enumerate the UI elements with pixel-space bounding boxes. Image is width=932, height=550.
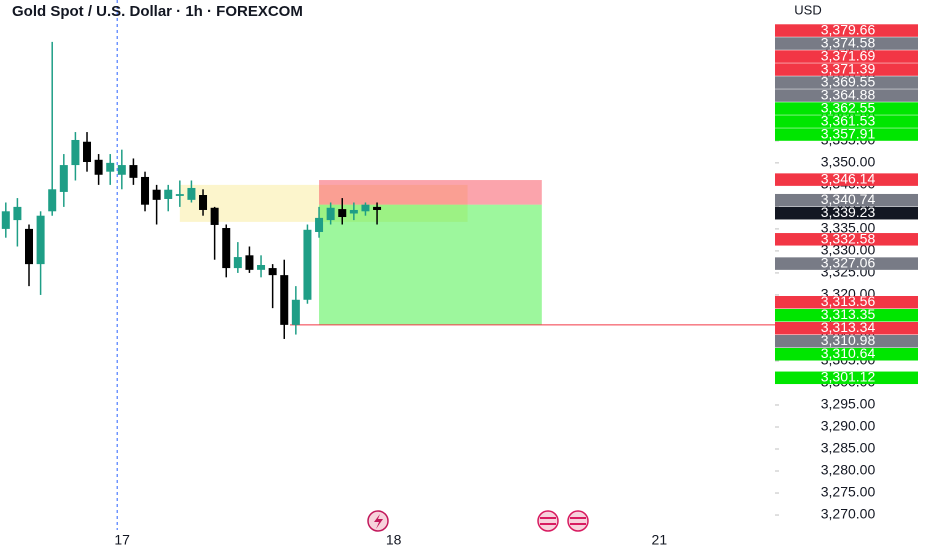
zone [319, 180, 542, 205]
y-tick-label: 3,290.00 [821, 418, 876, 434]
candle-body [36, 215, 45, 265]
price-tag-label: 3,310.98 [821, 332, 876, 348]
candle-body [71, 139, 80, 166]
candle-body [152, 189, 161, 200]
candle-body [25, 228, 34, 265]
event-icon[interactable] [567, 510, 589, 532]
y-tick-label: 3,270.00 [821, 506, 876, 522]
candle-body [94, 159, 103, 175]
price-tag [775, 257, 918, 270]
chart-title: Gold Spot / U.S. Dollar · 1h · FOREXCOM [12, 3, 303, 20]
y-tick-label: 3,280.00 [821, 462, 876, 478]
price-tag-label: 3,313.35 [821, 306, 876, 322]
candle-body [280, 275, 289, 325]
price-tag [775, 233, 918, 246]
price-tag-label: 3,310.64 [821, 345, 876, 361]
price-tag [775, 335, 918, 348]
x-tick-label: 17 [114, 532, 130, 548]
price-tag [775, 193, 918, 207]
price-tag-label: 3,301.12 [821, 369, 876, 385]
event-icons [367, 510, 589, 532]
x-tick-label: 21 [652, 532, 668, 548]
price-tag [775, 63, 918, 76]
price-tag-label: 3,369.55 [821, 73, 876, 89]
price-tag [775, 348, 918, 361]
price-tag [775, 309, 918, 322]
currency-label: USD [794, 2, 821, 17]
price-tag [775, 173, 918, 186]
price-tag-label: 3,340.74 [821, 191, 876, 207]
x-tick-label: 18 [386, 532, 402, 548]
price-tag-label: 3,332.58 [821, 230, 876, 246]
candle-body [48, 189, 57, 212]
candle-body [199, 195, 208, 210]
candle-body [303, 229, 312, 300]
candle-body [268, 268, 277, 276]
price-tag [775, 115, 918, 128]
candle-body [222, 228, 231, 269]
price-tag-label: 3,371.39 [821, 60, 876, 76]
price-tag [775, 102, 918, 115]
price-tag [775, 128, 918, 141]
price-tag-label: 3,379.66 [821, 21, 876, 37]
candle-body [361, 204, 370, 212]
candle-body [187, 187, 196, 200]
candle-body [373, 206, 382, 210]
candle-body [349, 209, 358, 214]
price-tag [775, 50, 918, 63]
price-tag-label: 3,361.53 [821, 112, 876, 128]
candle-body [210, 207, 219, 225]
y-tick-label: 3,335.00 [821, 220, 876, 236]
price-tag-label: 3,357.91 [821, 125, 876, 141]
candle-body [291, 299, 300, 325]
zone [319, 204, 542, 325]
candle-body [1, 211, 10, 229]
price-tag-label: 3,371.69 [821, 47, 876, 63]
price-scale: 3,270.00 3,275.00 3,280.00 3,285.00 3,290.00… [775, 21, 918, 522]
price-tag-label: 3,339.23 [821, 204, 876, 220]
price-tag-label: 3,374.58 [821, 34, 876, 50]
event-icon-bolt [374, 514, 383, 529]
price-tag [775, 206, 918, 220]
y-tick-label: 3,285.00 [821, 440, 876, 456]
candle-body [257, 265, 266, 270]
price-tag-label: 3,364.88 [821, 86, 876, 102]
candle-body [338, 209, 347, 218]
candle-body [129, 165, 138, 178]
candle-body [117, 165, 126, 175]
candle-body [326, 207, 335, 221]
candle-body [315, 217, 324, 232]
price-tag [775, 322, 918, 335]
price-tag [775, 37, 918, 50]
candle-body [245, 255, 254, 270]
price-tag [775, 76, 918, 89]
event-icon[interactable] [537, 510, 559, 532]
price-tag [775, 371, 918, 385]
y-tick-label: 3,295.00 [821, 396, 876, 412]
candle-body [141, 176, 150, 205]
y-tick-label: 3,330.00 [821, 242, 876, 258]
plot-area: 17 18 21 [1, 0, 775, 548]
y-tick-label: 3,350.00 [821, 154, 876, 170]
price-tag-label: 3,327.06 [821, 255, 876, 271]
candle-body [59, 165, 68, 192]
y-tick-label: 3,275.00 [821, 484, 876, 500]
price-tag [775, 24, 918, 37]
candle-body [83, 141, 92, 162]
price-tag-label: 3,313.34 [821, 319, 876, 335]
candle-body [233, 257, 242, 269]
price-tag [775, 296, 918, 309]
candle-body [175, 194, 184, 196]
price-tag-label: 3,346.14 [821, 171, 876, 187]
price-tag-label: 3,313.56 [821, 293, 876, 309]
candle-body [106, 162, 115, 172]
candle-body [13, 206, 22, 221]
price-tag [775, 89, 918, 102]
price-tag-label: 3,362.55 [821, 99, 876, 115]
candle-body [164, 189, 173, 199]
